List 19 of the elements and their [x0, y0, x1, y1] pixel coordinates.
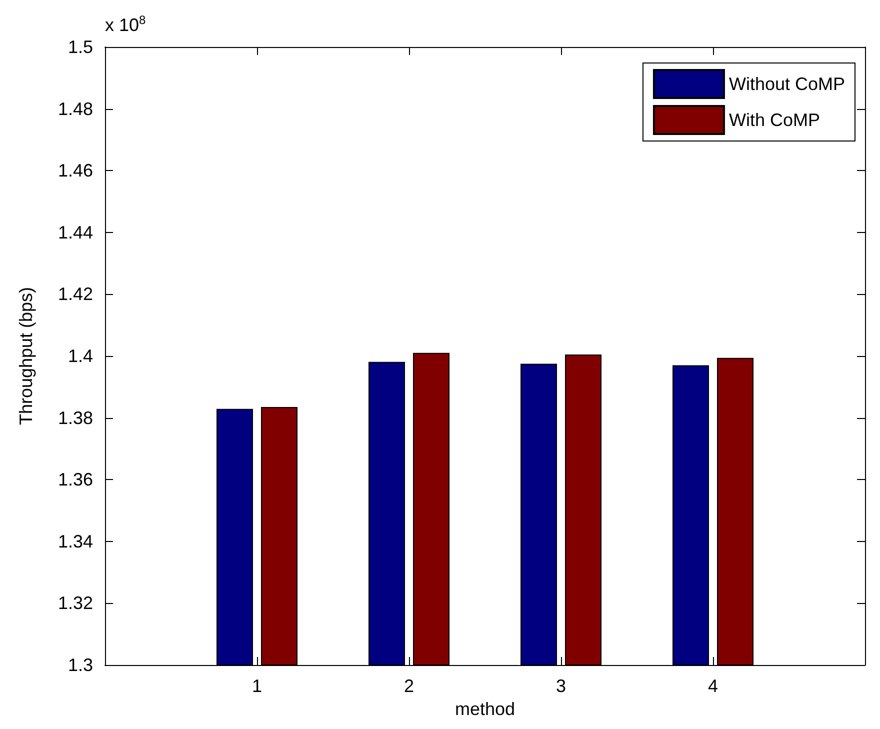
y-tick-label: 1.3: [68, 655, 93, 675]
y-tick-label: 1.34: [58, 531, 93, 552]
y-tick-label: 1.38: [58, 408, 93, 428]
x-axis-title: method: [454, 698, 516, 719]
y-axis-title: Throughput (bps): [16, 286, 36, 426]
legend-label: With CoMP: [728, 110, 820, 130]
y-tick-label: 1.4: [68, 346, 93, 366]
y-tick-label: 1.42: [58, 284, 93, 304]
y-tick-label: 1.32: [58, 593, 93, 614]
y-tick-label: 1.46: [58, 160, 93, 181]
x-tick-label: 1: [252, 676, 262, 696]
x-tick-label: 4: [708, 676, 718, 696]
y-tick-label: 1.44: [58, 222, 93, 242]
legend-label: Without CoMP: [728, 74, 846, 94]
y-tick-label: 1.5: [68, 37, 93, 57]
x-tick-label: 3: [556, 676, 566, 696]
x-tick-label: 2: [404, 676, 414, 696]
y-tick-label: 1.48: [58, 98, 93, 119]
y-tick-label: 1.36: [58, 470, 93, 490]
